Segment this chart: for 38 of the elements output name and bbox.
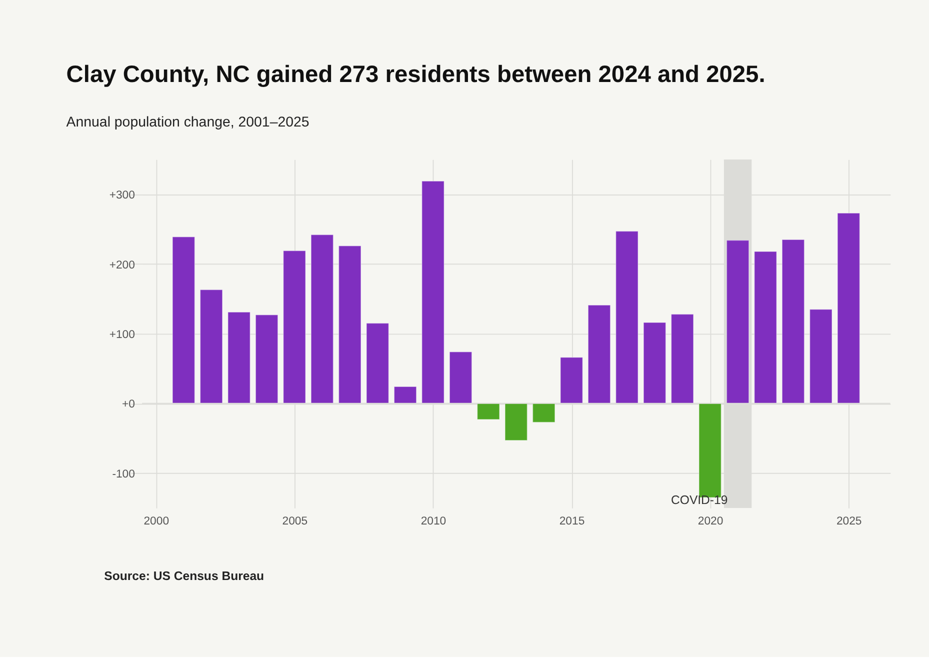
- bar: [670, 314, 694, 404]
- source-note: Source: US Census Bureau: [104, 568, 264, 583]
- bar: [310, 234, 334, 404]
- x-tick-label: 2000: [144, 516, 170, 528]
- chart-title: Clay County, NC gained 273 residents between 2024 and 2025.: [66, 62, 766, 88]
- y-tick-label: +200: [109, 259, 135, 272]
- bar: [255, 314, 278, 404]
- bar: [809, 308, 832, 404]
- x-tick-label: 2015: [559, 516, 585, 528]
- bar: [422, 180, 444, 404]
- bar: [837, 212, 860, 404]
- bar: [532, 403, 556, 423]
- chart-subtitle: Annual population change, 2001–2025: [66, 114, 310, 130]
- x-tick-label: 2025: [836, 516, 862, 528]
- x-tick-label: 2005: [282, 516, 308, 528]
- bar: [782, 239, 805, 404]
- bar: [172, 236, 196, 404]
- band-label: COVID-19: [670, 493, 728, 508]
- bar: [588, 304, 611, 404]
- bar: [754, 251, 777, 404]
- y-tick-label: +100: [109, 328, 135, 341]
- bar: [228, 312, 250, 404]
- bar: [338, 246, 362, 404]
- x-tick-label: 2020: [698, 516, 724, 528]
- y-tick-label: +0: [122, 398, 135, 411]
- bar: [366, 322, 390, 404]
- bar: [282, 250, 306, 404]
- bar: [476, 403, 500, 420]
- bar: [200, 289, 223, 404]
- bar: [643, 322, 666, 404]
- y-tick-label: +300: [109, 190, 135, 202]
- bar: [449, 351, 472, 404]
- bar: [504, 403, 528, 441]
- bar: [394, 386, 417, 404]
- bar: [615, 230, 638, 404]
- y-tick-label: -100: [112, 468, 135, 480]
- bar: [560, 357, 583, 404]
- x-tick-label: 2010: [420, 516, 446, 528]
